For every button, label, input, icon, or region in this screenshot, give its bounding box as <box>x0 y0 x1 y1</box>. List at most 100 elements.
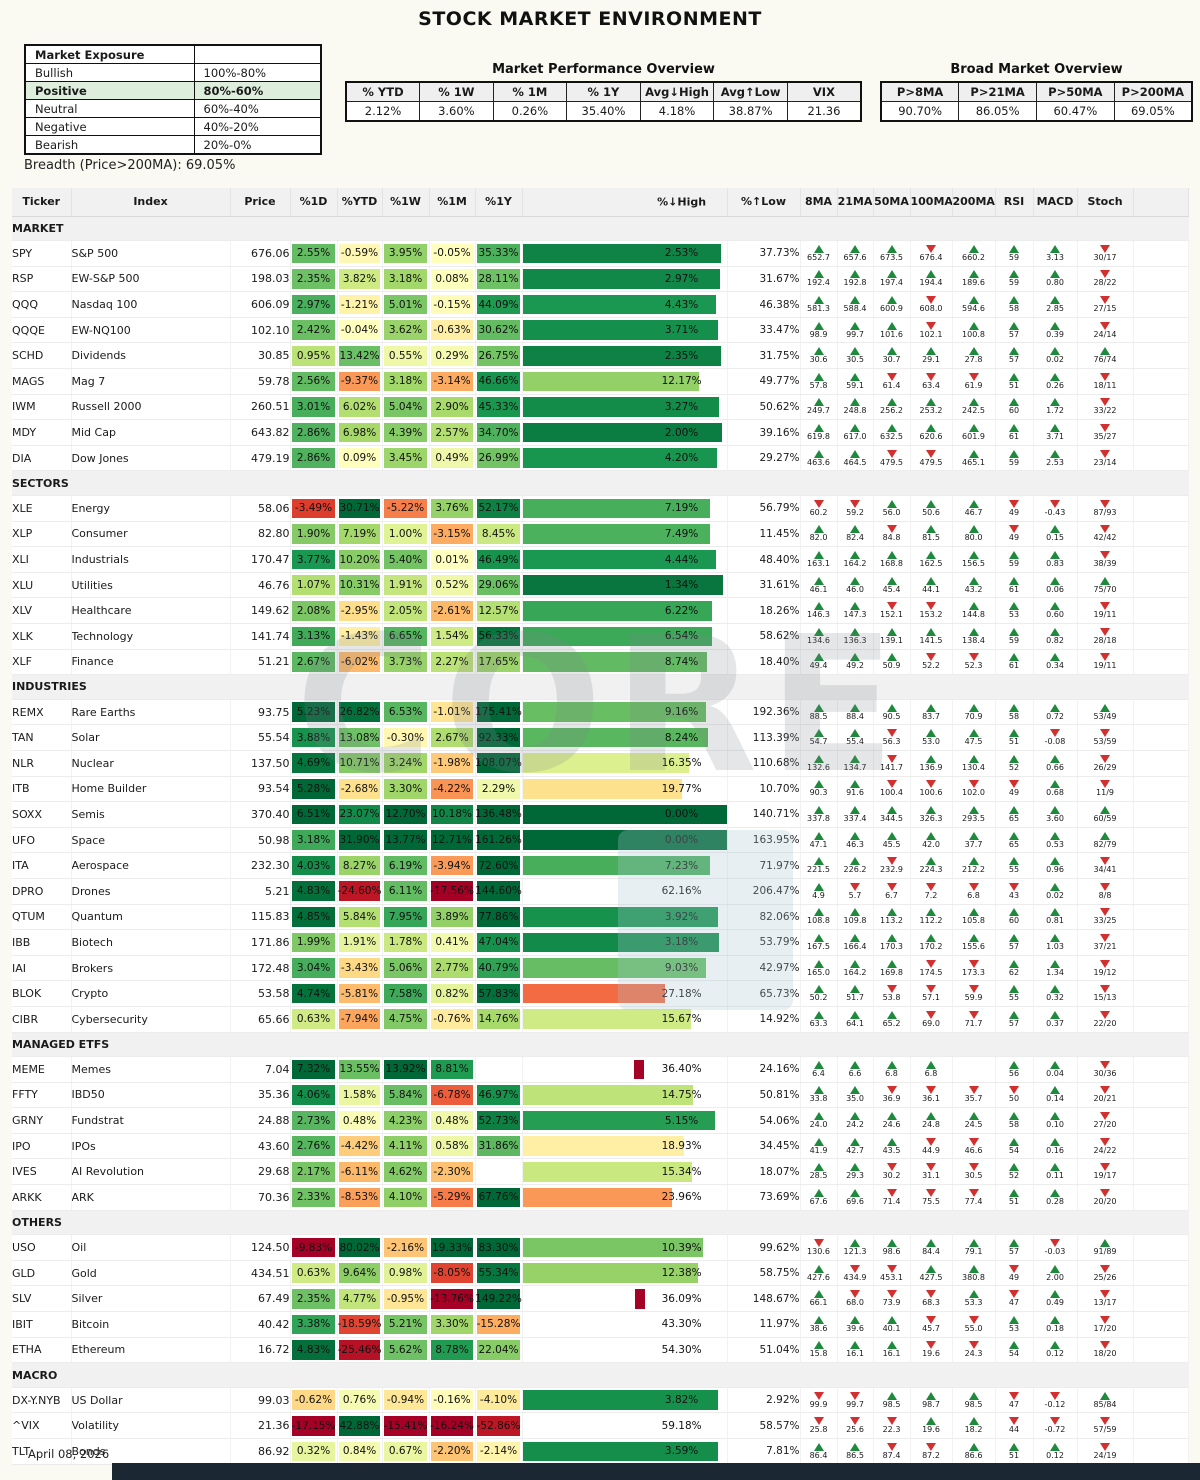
heat-cell-y1: 22.04% <box>475 1337 523 1364</box>
triangle-down-icon <box>1100 1060 1110 1069</box>
ticker-cell: GLD <box>12 1260 72 1287</box>
exposure-range-value: 100%-80% <box>193 63 322 82</box>
macd-cell-value: 3.13 <box>1046 252 1064 262</box>
rsi-cell: 47 <box>995 1285 1034 1313</box>
triangle-up-icon <box>1050 959 1060 968</box>
triangle-up-icon <box>926 1391 936 1400</box>
triangle-down-icon <box>1100 908 1110 917</box>
ma100-cell-indicator: 87.2 <box>911 1439 952 1463</box>
rsi-cell-value: 65 <box>1008 813 1020 823</box>
macd-cell-indicator: 0.81 <box>1034 905 1077 929</box>
heat-value-d1: 3.18% <box>292 830 335 850</box>
ma200-cell: 61.9 <box>952 368 996 395</box>
ma21-cell-indicator: 39.6 <box>838 1312 873 1336</box>
heat-value-ytd: 10.20% <box>339 549 380 570</box>
ma50-cell-value: 50.9 <box>882 661 901 671</box>
ticker-cell: IAI <box>12 955 72 982</box>
macd-cell: 0.26 <box>1033 368 1078 395</box>
ma8-cell-value: 15.8 <box>809 1349 828 1359</box>
pct-from-high-value: 27.18% <box>661 987 702 1000</box>
ma21-cell-value: 192.8 <box>843 278 867 288</box>
heat-cell-d1: 0.63% <box>290 1006 338 1033</box>
triangle-up-icon <box>1050 627 1060 636</box>
triangle-up-icon <box>813 525 824 534</box>
ma8-cell-indicator: 427.6 <box>801 1261 837 1285</box>
rsi-cell-indicator: 55 <box>996 981 1033 1005</box>
ma50-cell-value: 673.5 <box>880 252 903 262</box>
heat-cell-m1: -3.14% <box>429 368 476 395</box>
heat-value-w1: 5.04% <box>384 397 427 417</box>
ma50-cell: 50.9 <box>873 649 911 676</box>
stoch-cell-value: 26/29 <box>1093 762 1117 772</box>
rsi-cell-value: 49 <box>1008 507 1020 517</box>
ma200-cell: 173.3 <box>952 955 996 982</box>
triangle-up-icon <box>850 1188 860 1197</box>
stoch-cell-value: 22/20 <box>1093 1018 1117 1028</box>
ma200-cell-value: 594.6 <box>962 304 985 314</box>
ma50-cell-value: 256.2 <box>880 406 903 416</box>
ticker-cell: MAGS <box>12 368 72 395</box>
triangle-up-icon <box>813 347 824 356</box>
ma50-cell-value: 73.9 <box>882 1298 901 1308</box>
triangle-down-icon <box>1050 1417 1060 1426</box>
stoch-cell: 18/20 <box>1077 1337 1134 1364</box>
stoch-cell: 20/21 <box>1077 1082 1134 1109</box>
ma100-cell-value: 19.6 <box>922 1349 940 1359</box>
macd-cell-indicator: 0.26 <box>1034 369 1077 393</box>
triangle-up-icon <box>1009 1442 1019 1451</box>
stoch-cell: 82/79 <box>1077 827 1134 854</box>
ma21-cell-value: 55.4 <box>846 737 864 747</box>
ma8-cell: 132.6 <box>800 750 838 777</box>
stoch-cell-value: 34/41 <box>1093 865 1117 875</box>
heat-cell-d1: 2.42% <box>290 317 338 344</box>
stoch-cell-indicator: 33/22 <box>1078 395 1133 419</box>
stoch-cell-value: 18/11 <box>1093 380 1117 390</box>
section-cell <box>429 674 476 700</box>
ma50-cell-indicator: 232.9 <box>874 853 910 877</box>
section-cell <box>995 470 1034 497</box>
triangle-up-icon <box>968 1391 979 1400</box>
heat-cell-ytd: 0.76% <box>337 1387 383 1414</box>
rsi-cell: 60 <box>995 904 1034 931</box>
ma50-cell-value: 169.8 <box>880 967 903 977</box>
ma21-cell-value: 109.8 <box>843 916 867 926</box>
rsi-cell-indicator: 47 <box>996 1388 1033 1412</box>
triangle-up-icon <box>968 244 979 253</box>
pct-from-low-cell: 53.79% <box>727 929 801 956</box>
ma50-cell-indicator: 152.1 <box>874 598 910 622</box>
ticker-cell: FFTY <box>12 1082 72 1109</box>
heat-value-w1: -0.95% <box>384 1288 427 1309</box>
rsi-cell-indicator: 65 <box>996 828 1033 852</box>
price-cell: 606.09 <box>230 291 291 318</box>
triangle-up-icon <box>926 576 936 585</box>
stoch-cell-value: 75/70 <box>1093 584 1117 594</box>
triangle-down-icon <box>1100 882 1110 891</box>
macd-cell-value: 0.72 <box>1046 711 1064 721</box>
heat-cell-m1: -5.29% <box>429 1184 476 1211</box>
pct-from-high-cell: 27.18% <box>522 980 728 1007</box>
ma21-cell: 30.5 <box>837 342 874 370</box>
triangle-up-icon <box>813 780 824 789</box>
section-cell <box>230 216 291 242</box>
price-cell: 58.06 <box>230 495 291 522</box>
ma100-cell: 83.7 <box>910 699 953 726</box>
ticker-cell: SCHD <box>12 342 72 370</box>
heat-cell-d1: 4.83% <box>290 878 338 905</box>
ma8-cell-indicator: 192.4 <box>801 267 837 291</box>
ma200-cell-value: 86.6 <box>964 1450 983 1460</box>
table-row: DX-Y.NYB US Dollar 99.03 -0.62% 0.76% -0.94% -… <box>12 1387 1189 1414</box>
rsi-cell-value: 60 <box>1008 916 1020 926</box>
heat-cell-ytd: 1.91% <box>337 929 383 956</box>
column-header--1y: %1Y <box>475 188 523 217</box>
triangle-up-icon <box>1050 703 1060 712</box>
table-row: IAI Brokers 172.48 3.04% -3.43% 5.06% 2.77% 40.… <box>12 955 1189 982</box>
ma50-cell-value: 45.4 <box>882 584 901 594</box>
index-name-cell: S&P 500 <box>71 240 231 267</box>
pct-from-high-value: 9.16% <box>664 706 699 719</box>
section-cell <box>837 1032 874 1058</box>
section-row: INDUSTRIES <box>12 674 1189 700</box>
rsi-cell: 52 <box>995 750 1034 777</box>
ma200-cell: 80.0 <box>952 521 996 548</box>
triangle-up-icon <box>813 244 824 253</box>
rsi-cell-value: 62 <box>1008 967 1020 977</box>
